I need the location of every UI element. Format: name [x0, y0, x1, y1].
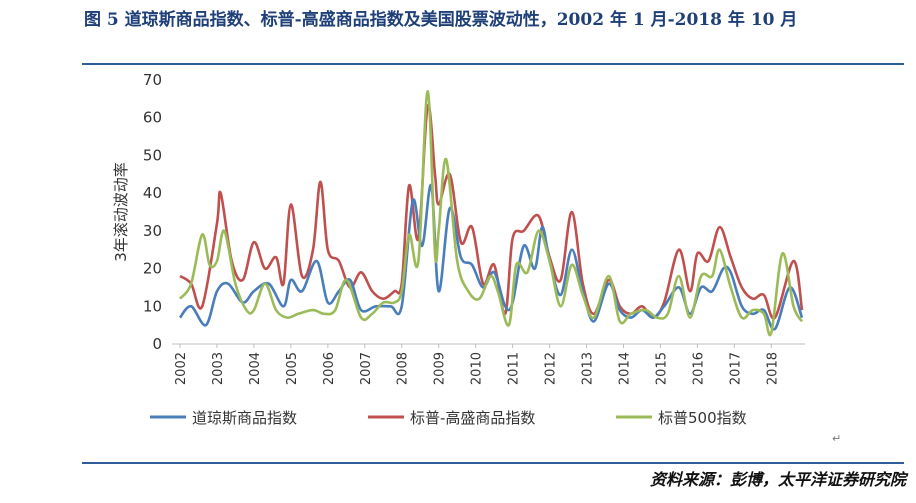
x-tick-label: 2016 [691, 352, 706, 385]
y-tick-label: 30 [143, 222, 162, 240]
series-lines [178, 89, 804, 337]
x-tick-label: 2006 [322, 352, 337, 385]
x-tick-label: 2014 [617, 352, 632, 385]
legend-label: 标普-高盛商品指数 [410, 409, 535, 427]
x-tick-label: 2005 [285, 352, 300, 385]
y-tick-label: 0 [152, 335, 162, 353]
x-tick-label: 2007 [359, 352, 374, 385]
series-line-2 [179, 103, 804, 320]
legend: 道琼斯商品指数 标普-高盛商品指数 标普500指数 [150, 409, 747, 427]
x-tick-label: 2013 [581, 352, 596, 385]
y-axis-label: 3年滚动波动率 [112, 162, 130, 262]
x-tick-label: 2009 [433, 352, 448, 385]
y-tick-label: 40 [143, 184, 162, 202]
x-tick-label: 2015 [654, 352, 669, 385]
y-tick-label: 20 [143, 260, 162, 278]
source-note: 资料来源：彭博，太平洋证券研究院 [649, 470, 906, 489]
x-axis-ticks: 2002 2003 2004 2005 2006 2007 2008 2009 2010 2011… [174, 344, 780, 385]
chart-title: 图 5 道琼斯商品指数、标普-高盛商品指数及美国股票波动性，2002 年 1 月… [84, 10, 798, 30]
x-tick-label: 2011 [507, 352, 522, 385]
x-tick-label: 2003 [211, 352, 226, 385]
paragraph-mark-icon: ↵ [832, 432, 842, 445]
top-rule [82, 63, 904, 65]
series-line-1 [178, 184, 804, 331]
legend-label: 标普500指数 [658, 409, 747, 427]
legend-label: 道琼斯商品指数 [192, 409, 297, 427]
x-tick-label: 2002 [174, 352, 189, 385]
y-tick-label: 60 [143, 109, 162, 127]
y-tick-label: 70 [143, 71, 162, 89]
x-tick-label: 2017 [728, 352, 743, 385]
series-line-3 [178, 89, 804, 337]
bottom-rule [82, 462, 904, 464]
y-tick-label: 10 [143, 297, 162, 315]
x-tick-label: 2010 [470, 352, 485, 385]
y-tick-label: 50 [143, 146, 162, 164]
x-tick-label: 2008 [396, 352, 411, 385]
y-axis-ticks: 0 10 20 30 40 50 60 70 [143, 71, 162, 353]
x-tick-label: 2004 [248, 352, 263, 385]
x-tick-label: 2018 [765, 352, 780, 385]
x-tick-label: 2012 [544, 352, 559, 385]
